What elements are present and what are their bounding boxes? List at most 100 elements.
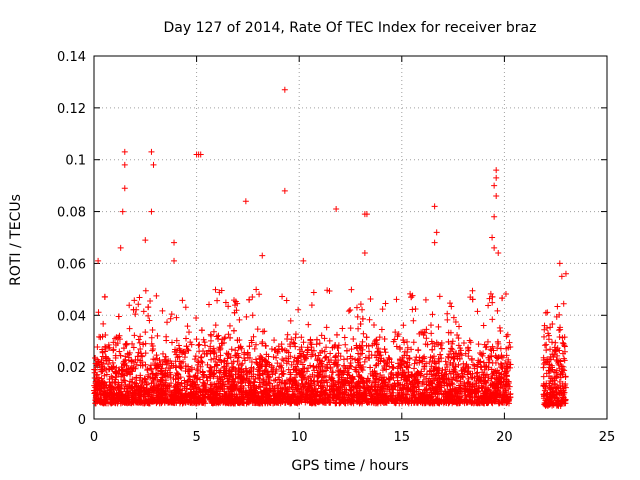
y-tick-label: 0.04	[57, 309, 86, 324]
data-point	[148, 208, 155, 215]
data-point	[452, 350, 459, 357]
data-point	[341, 389, 348, 396]
data-point	[94, 371, 101, 378]
data-point	[340, 381, 347, 388]
data-point	[195, 385, 202, 392]
data-point	[262, 361, 269, 368]
data-point	[503, 352, 510, 359]
data-point	[462, 350, 469, 357]
data-point	[314, 369, 321, 376]
data-point	[560, 389, 567, 396]
data-point	[504, 363, 511, 370]
data-point	[480, 322, 487, 329]
data-point	[376, 349, 383, 356]
data-point	[102, 389, 109, 396]
data-point	[493, 390, 500, 397]
data-point	[491, 369, 498, 376]
data-point	[452, 318, 459, 325]
data-point	[238, 394, 245, 401]
data-point	[299, 381, 306, 388]
data-point	[256, 364, 263, 371]
data-point	[274, 360, 281, 367]
data-point	[246, 376, 253, 383]
data-point	[142, 287, 149, 294]
data-point	[324, 287, 331, 294]
data-point	[310, 347, 317, 354]
data-point	[448, 379, 455, 386]
data-point	[109, 359, 116, 366]
data-point	[118, 373, 125, 380]
data-point	[200, 336, 207, 343]
data-point	[117, 352, 124, 359]
data-point	[357, 320, 364, 327]
data-point	[544, 309, 551, 316]
data-point	[144, 398, 151, 405]
data-point	[497, 391, 504, 398]
data-point	[421, 353, 428, 360]
data-point	[174, 354, 181, 361]
data-point	[363, 211, 370, 218]
data-point	[363, 334, 370, 341]
data-point	[431, 359, 438, 366]
data-point	[188, 381, 195, 388]
data-point	[224, 385, 231, 392]
data-point	[313, 336, 320, 343]
data-point	[482, 378, 489, 385]
data-point	[243, 313, 250, 320]
data-point	[502, 370, 509, 377]
data-point	[302, 394, 309, 401]
data-point	[214, 297, 221, 304]
data-point	[120, 345, 127, 352]
data-point	[349, 374, 356, 381]
data-point	[343, 347, 350, 354]
data-point	[123, 394, 130, 401]
data-point	[220, 358, 227, 365]
data-point	[253, 286, 260, 293]
data-point	[499, 295, 506, 302]
data-point	[196, 341, 203, 348]
data-point	[412, 384, 419, 391]
data-point	[92, 400, 99, 407]
data-point	[248, 359, 255, 366]
data-point	[133, 374, 140, 381]
data-point	[296, 397, 303, 404]
data-point	[127, 384, 134, 391]
data-point	[394, 333, 401, 340]
data-point	[321, 348, 328, 355]
data-point	[312, 352, 319, 359]
data-point	[290, 358, 297, 365]
data-point	[208, 400, 215, 407]
data-point	[220, 378, 227, 385]
data-point	[506, 339, 513, 346]
data-point	[560, 355, 567, 362]
data-point	[337, 353, 344, 360]
data-point	[252, 356, 259, 363]
data-point	[185, 347, 192, 354]
data-point	[497, 375, 504, 382]
data-point	[403, 363, 410, 370]
data-point	[356, 383, 363, 390]
data-point	[216, 344, 223, 351]
data-point	[469, 287, 476, 294]
data-point	[423, 326, 430, 333]
data-point	[300, 257, 307, 264]
data-point	[273, 354, 280, 361]
data-point	[406, 355, 413, 362]
data-point	[254, 390, 261, 397]
data-point	[361, 250, 368, 257]
data-point	[148, 334, 155, 341]
data-point	[469, 381, 476, 388]
data-point	[458, 352, 465, 359]
data-point	[236, 316, 243, 323]
data-point	[355, 325, 362, 332]
data-point	[455, 342, 462, 349]
data-point	[225, 351, 232, 358]
data-point	[136, 339, 143, 346]
data-point	[112, 354, 119, 361]
data-point	[188, 364, 195, 371]
data-point	[198, 358, 205, 365]
data-point	[120, 377, 127, 384]
data-point	[134, 353, 141, 360]
data-point	[342, 397, 349, 404]
data-point	[433, 339, 440, 346]
